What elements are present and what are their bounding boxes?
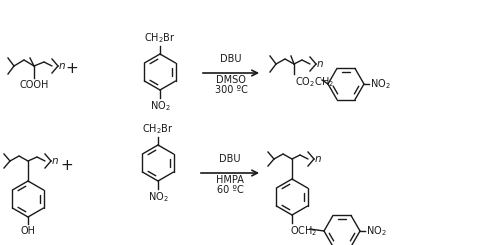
Text: CH$_2$Br: CH$_2$Br (142, 122, 174, 136)
Text: NO$_2$: NO$_2$ (366, 224, 386, 238)
Text: +: + (66, 61, 78, 75)
Text: CO$_2$CH$_2$: CO$_2$CH$_2$ (295, 75, 334, 89)
Text: NO$_2$: NO$_2$ (148, 190, 169, 204)
Text: n: n (52, 156, 59, 166)
Text: CH$_2$Br: CH$_2$Br (144, 31, 176, 45)
Text: n: n (315, 154, 322, 164)
Text: DMSO: DMSO (216, 75, 246, 85)
Text: n: n (317, 59, 324, 69)
Text: OH: OH (20, 226, 36, 236)
Text: NO$_2$: NO$_2$ (370, 77, 390, 91)
Text: HMPA: HMPA (216, 175, 244, 185)
Text: +: + (60, 158, 74, 172)
Text: DBU: DBU (220, 54, 242, 64)
Text: DBU: DBU (219, 154, 241, 164)
Text: COOH: COOH (20, 80, 48, 90)
Text: 60 ºC: 60 ºC (216, 185, 244, 195)
Text: 300 ºC: 300 ºC (214, 85, 248, 95)
Text: OCH$_2$: OCH$_2$ (290, 224, 318, 238)
Text: n: n (59, 61, 66, 71)
Text: NO$_2$: NO$_2$ (150, 99, 171, 113)
